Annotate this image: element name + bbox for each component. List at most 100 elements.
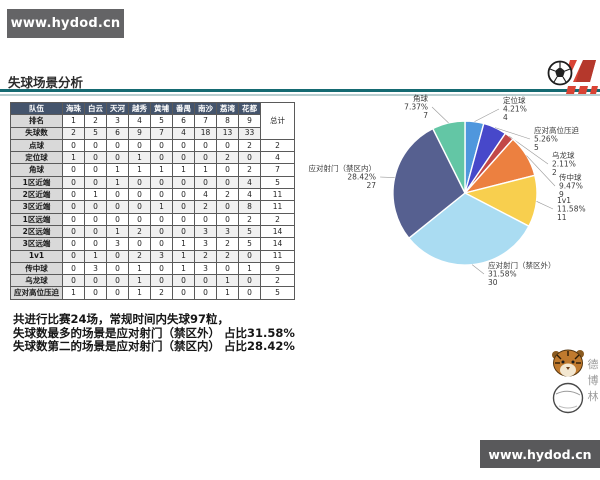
tiger-stripes — [555, 351, 581, 364]
row-label: 2区近端 — [10, 188, 63, 202]
table-cell: 1 — [62, 151, 85, 165]
watermark-top-text: www.hydod.cn — [10, 16, 121, 31]
row-label: 应对高位压迫 — [10, 286, 63, 300]
title-rule-shadow — [0, 94, 600, 96]
pie-label: 应对射门（禁区内） 28.42% 27 — [309, 163, 377, 190]
table-cell: 1 — [106, 224, 129, 239]
table-cell: 1 — [194, 163, 217, 177]
row-total-cell: 5 — [260, 286, 295, 300]
pie-label: 乌龙球 2.11% 2 — [552, 150, 576, 177]
table-cell: 18 — [194, 126, 217, 140]
leader-line — [431, 106, 449, 124]
table-cell: 0 — [238, 274, 261, 288]
leader-line — [494, 127, 531, 140]
table-cell: 0 — [128, 175, 151, 190]
table-cell: 0 — [150, 175, 173, 190]
table-cell: 0 — [150, 188, 173, 202]
table-cell: 0 — [150, 138, 173, 153]
table-cell: 0 — [84, 274, 107, 288]
table-cell: 5 — [238, 224, 261, 239]
watermark-bottom-text: www.hydod.cn — [488, 446, 592, 462]
table-cell: 0 — [216, 200, 239, 214]
table-cell: 8 — [238, 200, 261, 214]
table-cell: 0 — [172, 212, 195, 226]
table-cell: 2 — [238, 138, 261, 153]
summary-line-1: 共进行比赛24场，常规时间内失球97粒， — [13, 312, 230, 326]
page-title: 失球场景分析 — [8, 75, 84, 90]
team-header: 花都 — [238, 101, 261, 116]
table-cell: 0 — [106, 200, 129, 214]
row-total-cell: 14 — [260, 237, 295, 251]
leader-line — [536, 201, 554, 210]
row-total-cell: 4 — [260, 151, 295, 165]
logo-red-tick — [590, 86, 598, 94]
table-cell: 7 — [150, 126, 173, 140]
table-cell: 4 — [194, 188, 217, 202]
summary-line-3: 失球数第二的场景是应对射门（禁区内） 占比28.42% — [13, 339, 295, 353]
table-row: 2区近端 0 1 0 0 0 0 4 2 4 11 — [10, 188, 295, 202]
pie-label: 1v1 11.58% 11 — [557, 196, 586, 222]
table-cell: 3 — [194, 224, 217, 239]
tiger-eye — [571, 360, 575, 364]
table-cell: 0 — [128, 188, 151, 202]
team-header: 天河 — [106, 101, 129, 116]
row-total-cell: 7 — [260, 163, 295, 177]
logo-ball-icon — [552, 382, 584, 414]
team-header: 黄埔 — [150, 101, 173, 116]
table-row: 定位球 1 0 0 1 0 0 0 2 0 4 — [10, 151, 295, 165]
table-cell: 0 — [216, 175, 239, 190]
table-cell: 6 — [106, 126, 129, 140]
table-row: 失球数 2 5 6 9 7 4 18 13 33 — [10, 126, 295, 140]
leader-line — [471, 264, 485, 275]
pie-label: 角球 7.37% 7 — [404, 93, 428, 120]
conceded-goals-table: 队伍 海珠 白云 天河 越秀 黄埔 番禺 南沙 荔湾 花都 总计 排名 1 2 3 4 5 6 7 8 9 失球数 2 5 6 9… — [10, 101, 295, 300]
table-row: 2区远端 0 0 1 2 0 0 3 3 5 14 — [10, 224, 295, 239]
table-cell: 0 — [194, 274, 217, 288]
table-cell: 0 — [84, 163, 107, 177]
soccer-ball-logo — [547, 60, 598, 94]
table-cell: 4 — [238, 188, 261, 202]
row-label: 3区远端 — [10, 237, 63, 251]
table-cell: 0 — [84, 200, 107, 214]
table-cell: 0 — [84, 224, 107, 239]
table-cell: 1 — [84, 249, 107, 263]
table-cell: 0 — [62, 224, 85, 239]
table-cell: 2 — [238, 212, 261, 226]
table-cell: 0 — [194, 212, 217, 226]
leader-line — [474, 108, 500, 122]
row-label: 排名 — [10, 114, 63, 128]
table-cell: 1 — [238, 261, 261, 276]
table-cell: 0 — [62, 175, 85, 190]
table-row: 角球 0 0 1 1 1 1 1 0 2 7 — [10, 163, 295, 177]
table-cell: 0 — [194, 138, 217, 153]
table-cell: 0 — [172, 286, 195, 300]
table-cell: 1 — [216, 286, 239, 300]
table-cell: 1 — [62, 114, 85, 128]
table-row: 点球 0 0 0 0 0 0 0 0 2 2 — [10, 138, 295, 153]
table-cell: 9 — [238, 114, 261, 128]
table-row: 3区近端 0 0 0 0 1 0 2 0 8 11 — [10, 200, 295, 214]
row-label: 1区近端 — [10, 175, 63, 190]
table-cell: 2 — [84, 114, 107, 128]
table-cell: 0 — [106, 286, 129, 300]
table-cell: 0 — [194, 286, 217, 300]
table-cell: 7 — [194, 114, 217, 128]
team-header: 番禺 — [172, 101, 195, 116]
table-cell: 0 — [238, 151, 261, 165]
row-total-cell: 11 — [260, 188, 295, 202]
table-row: 传中球 0 3 0 1 0 1 3 0 1 9 — [10, 261, 295, 276]
table-cell: 2 — [216, 237, 239, 251]
table-cell: 8 — [216, 114, 239, 128]
table-cell: 0 — [106, 212, 129, 226]
table-cell: 0 — [106, 188, 129, 202]
table-cell: 1 — [172, 237, 195, 251]
table-cell: 1 — [172, 249, 195, 263]
team-header: 南沙 — [194, 101, 217, 116]
table-cell: 3 — [194, 237, 217, 251]
table-cell: 0 — [84, 151, 107, 165]
row-label: 1区远端 — [10, 212, 63, 226]
tiger-logo-calligraphy: 德博林 — [588, 357, 599, 403]
ball-seams — [549, 62, 571, 83]
pie-slice-7 — [431, 120, 466, 194]
table-cell: 5 — [238, 237, 261, 251]
